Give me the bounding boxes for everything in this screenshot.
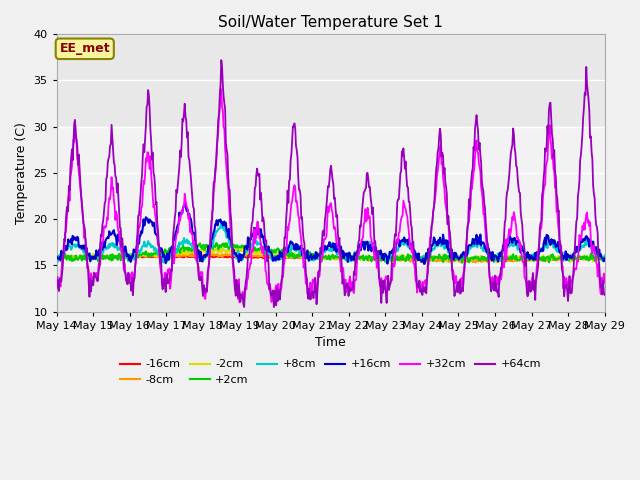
X-axis label: Time: Time xyxy=(316,336,346,349)
Legend: -16cm, -8cm, -2cm, +2cm, +8cm, +16cm, +32cm, +64cm: -16cm, -8cm, -2cm, +2cm, +8cm, +16cm, +3… xyxy=(116,355,546,389)
Bar xyxy=(57,127,605,265)
Y-axis label: Temperature (C): Temperature (C) xyxy=(15,122,28,224)
Title: Soil/Water Temperature Set 1: Soil/Water Temperature Set 1 xyxy=(218,15,443,30)
Text: EE_met: EE_met xyxy=(60,42,110,55)
